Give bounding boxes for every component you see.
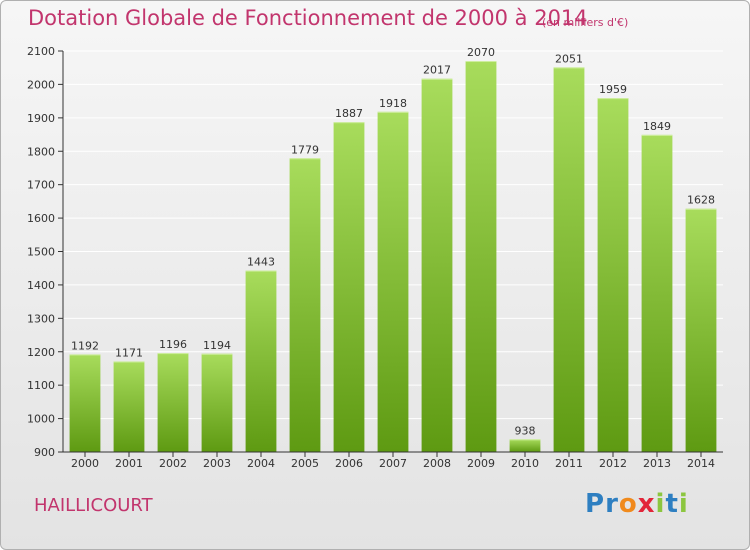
bar-top-highlight [333, 122, 365, 124]
y-tick-label: 1600 [27, 212, 55, 225]
x-tick-label: 2008 [423, 457, 451, 470]
x-tick-label: 2000 [71, 457, 99, 470]
bar-top-highlight [597, 98, 629, 100]
x-tick-label: 2010 [511, 457, 539, 470]
y-tick-label: 2000 [27, 78, 55, 91]
y-tick-label: 1000 [27, 413, 55, 426]
bar [597, 98, 629, 453]
bar [421, 78, 453, 452]
data-label: 1887 [335, 107, 363, 120]
bar [157, 353, 189, 452]
chart-title: Dotation Globale de Fonctionnement de 20… [28, 6, 588, 30]
bar [69, 354, 101, 452]
data-label: 1959 [599, 83, 627, 96]
data-label: 1194 [203, 339, 231, 352]
y-tick-label: 1400 [27, 279, 55, 292]
logo-letter: r [605, 489, 619, 519]
bar-top-highlight [113, 361, 145, 363]
x-tick-label: 2001 [115, 457, 143, 470]
data-label: 1849 [643, 120, 671, 133]
bar-top-highlight [201, 353, 233, 355]
data-label: 1192 [71, 339, 99, 352]
data-label: 1196 [159, 338, 187, 351]
bar [465, 61, 497, 453]
logo-letter: o [618, 489, 638, 519]
x-tick-label: 2003 [203, 457, 231, 470]
bar [685, 208, 717, 452]
logo-letter: i [655, 489, 666, 519]
logo-letter: i [678, 489, 689, 519]
bar [113, 361, 145, 452]
data-label: 1628 [687, 194, 715, 207]
proxiti-logo: Proxiti [585, 489, 689, 519]
bar-top-highlight [641, 134, 673, 136]
bar [289, 158, 321, 452]
bar-top-highlight [377, 111, 409, 113]
data-label: 1779 [291, 143, 319, 156]
y-tick-label: 1800 [27, 145, 55, 158]
y-tick-label: 1200 [27, 346, 55, 359]
data-label: 2070 [467, 46, 495, 59]
value-labels: 1192 1171 1196 1194 1443 1779 1887 1918 2017 2070… [71, 46, 715, 437]
logo-letter: t [665, 489, 679, 519]
bar-top-highlight [157, 353, 189, 355]
x-tick-label: 2004 [247, 457, 275, 470]
x-tick-label: 2002 [159, 457, 187, 470]
x-tick-label: 2007 [379, 457, 407, 470]
bar-top-highlight [69, 354, 101, 356]
bar-top-highlight [509, 439, 541, 441]
y-tick-label: 2100 [27, 45, 55, 58]
y-tick-label: 1900 [27, 112, 55, 125]
bar-top-highlight [421, 78, 453, 80]
data-label: 938 [515, 424, 536, 437]
bar-top-highlight [553, 67, 585, 69]
data-label: 1443 [247, 256, 275, 269]
x-tick-label: 2012 [599, 457, 627, 470]
unit-note: (en milliers d'€) [542, 16, 629, 29]
bar-top-highlight [465, 61, 497, 63]
y-tick-label: 1300 [27, 312, 55, 325]
data-label: 1918 [379, 97, 407, 110]
y-tick-label: 1500 [27, 246, 55, 259]
y-tick-label: 900 [34, 446, 55, 459]
bars [69, 61, 717, 453]
x-tick-label: 2013 [643, 457, 671, 470]
bar [509, 439, 541, 452]
bar [245, 270, 277, 452]
x-tick-label: 2005 [291, 457, 319, 470]
bar [377, 111, 409, 453]
data-label: 2017 [423, 64, 451, 77]
y-tick-label: 1700 [27, 179, 55, 192]
bar [201, 353, 233, 452]
commune-name: HAILLICOURT [34, 495, 153, 516]
y-tick-label: 1100 [27, 379, 55, 392]
bar [553, 67, 585, 452]
axes: 900 1000 1100 1200 1300 1400 1500 1600 1700 1800 1… [27, 45, 723, 470]
bar [641, 134, 673, 452]
x-tick-label: 2006 [335, 457, 363, 470]
x-tick-label: 2009 [467, 457, 495, 470]
bar [333, 122, 365, 453]
bar-top-highlight [289, 158, 321, 160]
bar-top-highlight [685, 208, 717, 210]
x-tick-label: 2011 [555, 457, 583, 470]
logo-letter: x [637, 489, 656, 519]
data-label: 2051 [555, 52, 583, 65]
bar-top-highlight [245, 270, 277, 272]
x-tick-label: 2014 [687, 457, 715, 470]
data-label: 1171 [115, 346, 143, 359]
logo-letter: P [585, 489, 606, 519]
